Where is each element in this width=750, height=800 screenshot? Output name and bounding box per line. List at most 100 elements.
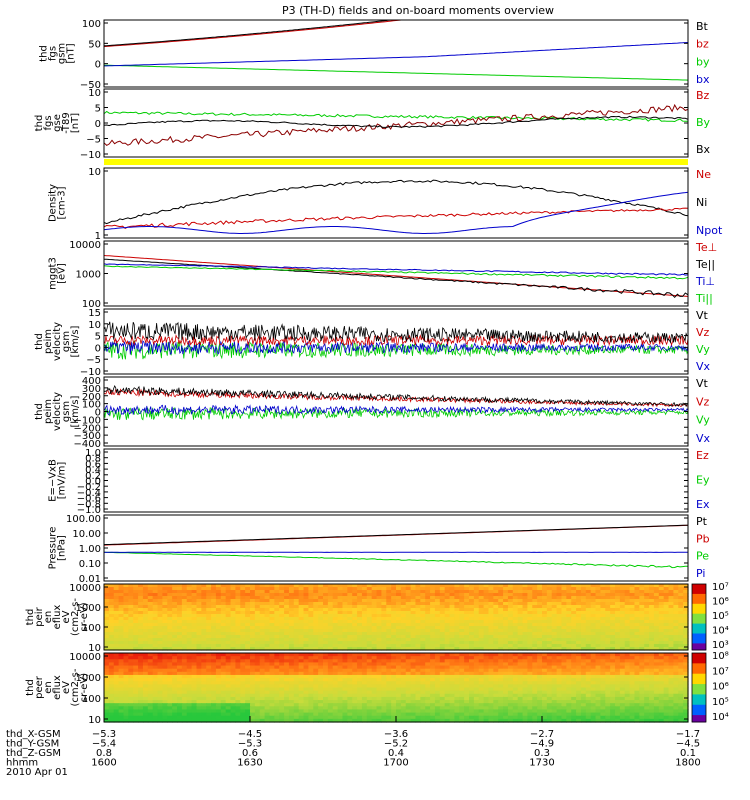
heatmap-cell bbox=[619, 656, 626, 660]
heatmap-cell bbox=[308, 632, 314, 636]
heatmap-cell bbox=[288, 696, 295, 701]
heatmap-cell bbox=[366, 584, 373, 588]
heatmap-cell bbox=[386, 693, 392, 698]
heatmap-cell bbox=[250, 617, 256, 621]
heatmap-cell bbox=[473, 662, 480, 667]
heatmap-cell bbox=[605, 626, 611, 630]
heatmap-cell bbox=[181, 617, 188, 621]
heatmap-cell bbox=[571, 703, 577, 707]
heatmap-cell bbox=[405, 608, 412, 612]
y-axis-label: fgs bbox=[43, 115, 54, 130]
heatmap-cell bbox=[138, 665, 144, 670]
heatmap-cell bbox=[517, 644, 524, 648]
heatmap-cell bbox=[386, 623, 392, 627]
heatmap-cell bbox=[493, 653, 499, 657]
heatmap-cell bbox=[400, 620, 407, 624]
heatmap-cell bbox=[113, 674, 120, 679]
heatmap-cell bbox=[571, 629, 577, 633]
heatmap-cell bbox=[507, 623, 514, 627]
heatmap-cell bbox=[653, 665, 660, 670]
heatmap-cell bbox=[274, 644, 280, 648]
heatmap-cell bbox=[167, 611, 173, 615]
heatmap-cell bbox=[644, 687, 650, 692]
heatmap-cell bbox=[147, 693, 154, 698]
heatmap-cell bbox=[366, 674, 373, 679]
heatmap-cell bbox=[347, 620, 353, 624]
heatmap-cell bbox=[162, 593, 168, 597]
heatmap-cell bbox=[415, 608, 421, 612]
heatmap-cell bbox=[274, 590, 280, 594]
heatmap-cell bbox=[546, 632, 553, 636]
heatmap-cell bbox=[561, 644, 567, 648]
heatmap-cell bbox=[580, 647, 587, 651]
legend-item: Te⊥ bbox=[695, 241, 717, 254]
heatmap-cell bbox=[269, 638, 275, 642]
heatmap-cell bbox=[576, 687, 582, 692]
heatmap-cell bbox=[673, 626, 679, 630]
heatmap-cell bbox=[172, 602, 178, 606]
heatmap-cell bbox=[162, 590, 168, 594]
colorbar-segment bbox=[692, 641, 706, 644]
heatmap-cell bbox=[138, 684, 144, 689]
heatmap-cell bbox=[537, 665, 543, 670]
heatmap-cell bbox=[639, 632, 645, 636]
heatmap-cell bbox=[332, 611, 339, 615]
series-Ne bbox=[103, 207, 689, 229]
heatmap-cell bbox=[420, 659, 426, 664]
heatmap-cell bbox=[396, 593, 402, 597]
heatmap-cell bbox=[230, 608, 236, 612]
heatmap-cell bbox=[483, 611, 490, 615]
heatmap-cell bbox=[303, 700, 309, 704]
heatmap-cell bbox=[434, 596, 441, 600]
heatmap-cell bbox=[454, 605, 460, 609]
heatmap-cell bbox=[644, 659, 650, 664]
heatmap-cell bbox=[342, 587, 348, 591]
heatmap-cell bbox=[177, 668, 183, 673]
heatmap-cell bbox=[649, 684, 655, 689]
heatmap-cell bbox=[663, 662, 670, 667]
heatmap-cell bbox=[507, 687, 514, 692]
heatmap-cell bbox=[186, 653, 193, 657]
heatmap-cell bbox=[337, 668, 344, 673]
heatmap-cell bbox=[220, 678, 227, 682]
heatmap-cell bbox=[624, 665, 631, 670]
heatmap-cell bbox=[104, 696, 110, 701]
heatmap-cell bbox=[653, 693, 660, 698]
heatmap-cell bbox=[561, 584, 567, 588]
heatmap-cell bbox=[337, 647, 344, 651]
heatmap-cell bbox=[425, 629, 431, 633]
y-tick-label: 5 bbox=[95, 332, 101, 343]
heatmap-cell bbox=[498, 602, 504, 606]
heatmap-cell bbox=[133, 623, 139, 627]
heatmap-cell bbox=[347, 629, 353, 633]
heatmap-cell bbox=[527, 656, 533, 660]
heatmap-cell bbox=[371, 671, 378, 676]
colorbar-segment bbox=[692, 584, 706, 587]
heatmap-cell bbox=[118, 684, 125, 689]
heatmap-cell bbox=[211, 596, 217, 600]
heatmap-cell bbox=[658, 662, 665, 667]
heatmap-cell bbox=[629, 668, 636, 673]
heatmap-cell bbox=[551, 629, 558, 633]
heatmap-cell bbox=[537, 644, 543, 648]
heatmap-cell bbox=[269, 629, 275, 633]
colorbar-segment bbox=[692, 620, 706, 623]
heatmap-cell bbox=[303, 602, 309, 606]
heatmap-cell bbox=[653, 687, 660, 692]
heatmap-cell bbox=[347, 596, 353, 600]
heatmap-cell bbox=[522, 605, 528, 609]
heatmap-cell bbox=[673, 703, 679, 707]
heatmap-cell bbox=[172, 678, 178, 682]
heatmap-cell bbox=[551, 587, 558, 591]
heatmap-cell bbox=[434, 668, 441, 673]
heatmap-cell bbox=[498, 674, 504, 679]
heatmap-cell bbox=[561, 590, 567, 594]
y-tick-label: 1 bbox=[95, 231, 101, 242]
heatmap-cell bbox=[522, 641, 528, 645]
heatmap-cell bbox=[138, 623, 144, 627]
heatmap-cell bbox=[245, 668, 251, 673]
heatmap-cell bbox=[507, 647, 514, 651]
legend-item: Vz bbox=[696, 326, 710, 339]
heatmap-cell bbox=[284, 602, 290, 606]
heatmap-cell bbox=[425, 638, 431, 642]
